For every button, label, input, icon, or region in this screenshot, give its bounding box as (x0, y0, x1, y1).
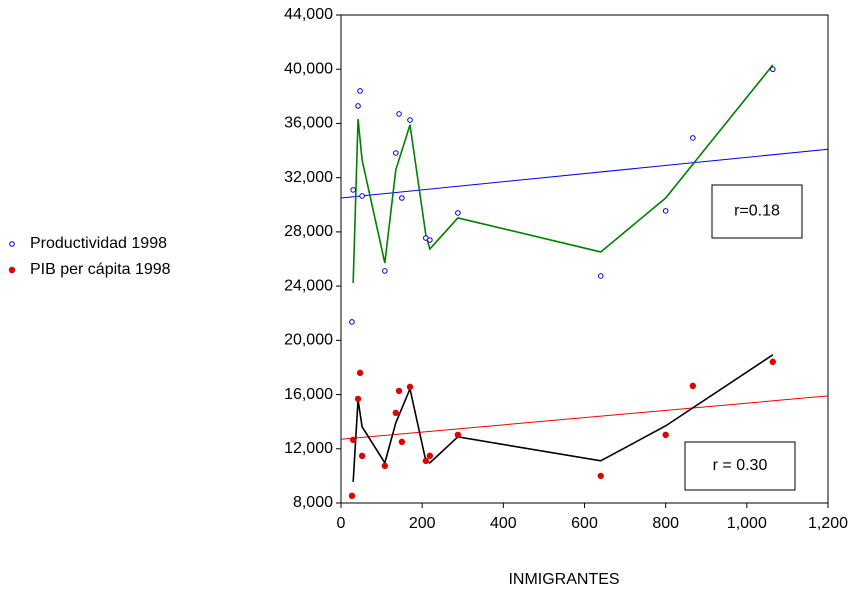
y-tick-label: 16,000 (284, 386, 333, 403)
data-point (349, 436, 357, 444)
x-tick-label: 1,200 (808, 515, 848, 532)
y-tick-label: 20,000 (284, 332, 333, 349)
data-point (354, 395, 362, 403)
data-point (392, 150, 399, 156)
data-point (349, 319, 355, 325)
x-tick-label: 1,000 (727, 515, 767, 532)
data-point (662, 208, 669, 214)
data-point (662, 431, 669, 439)
y-tick-label: 12,000 (284, 440, 333, 457)
data-point (426, 452, 434, 460)
data-point (382, 268, 388, 274)
data-point (350, 187, 356, 193)
data-point (406, 383, 414, 391)
y-tick-label: 8,000 (293, 494, 333, 511)
y-tick-label: 28,000 (284, 223, 333, 240)
legend-label: Productividad 1998 (30, 235, 167, 252)
fit-line (340, 148, 829, 199)
data-point (454, 431, 462, 439)
legend-marker (8, 266, 16, 274)
y-tick-label: 32,000 (284, 169, 333, 186)
annotation-box (711, 184, 803, 239)
data-point (399, 195, 405, 201)
y-tick-label: 40,000 (284, 60, 333, 77)
x-tick-label: 0 (337, 515, 346, 532)
legend-label: PIB per cápita 1998 (30, 261, 171, 278)
data-point (395, 387, 403, 395)
y-tick-label: 36,000 (284, 115, 333, 132)
data-point (427, 237, 433, 243)
data-point (422, 457, 430, 465)
annotation: r = 0.30 (713, 457, 768, 474)
data-point (597, 472, 604, 480)
data-point (597, 273, 604, 279)
data-point (359, 193, 365, 199)
data-point (381, 462, 389, 470)
data-point (357, 88, 363, 94)
x-tick-label: 200 (409, 515, 436, 532)
data-point (396, 111, 402, 117)
x-tick-label: 400 (490, 515, 517, 532)
data-point (769, 358, 777, 366)
data-point (358, 452, 366, 460)
data-point (392, 409, 399, 417)
annotation-box (684, 441, 796, 491)
data-point (455, 210, 461, 216)
x-tick-label: 600 (571, 515, 598, 532)
fit-line (340, 395, 829, 440)
data-point (348, 492, 356, 500)
y-tick-label: 44,000 (284, 6, 333, 23)
data-point (770, 66, 776, 73)
legend-marker (9, 241, 15, 247)
data-point (355, 103, 361, 109)
annotation: r=0.18 (734, 203, 780, 220)
fit-line (352, 64, 774, 283)
x-tick-label: 800 (652, 515, 679, 532)
data-point (689, 382, 697, 390)
data-point (690, 135, 696, 141)
data-point (407, 117, 413, 123)
x-axis-label: INMIGRANTES (508, 571, 619, 588)
data-point (398, 438, 406, 446)
data-point (356, 369, 364, 377)
fit-line (352, 354, 774, 482)
y-tick-label: 24,000 (284, 277, 333, 294)
